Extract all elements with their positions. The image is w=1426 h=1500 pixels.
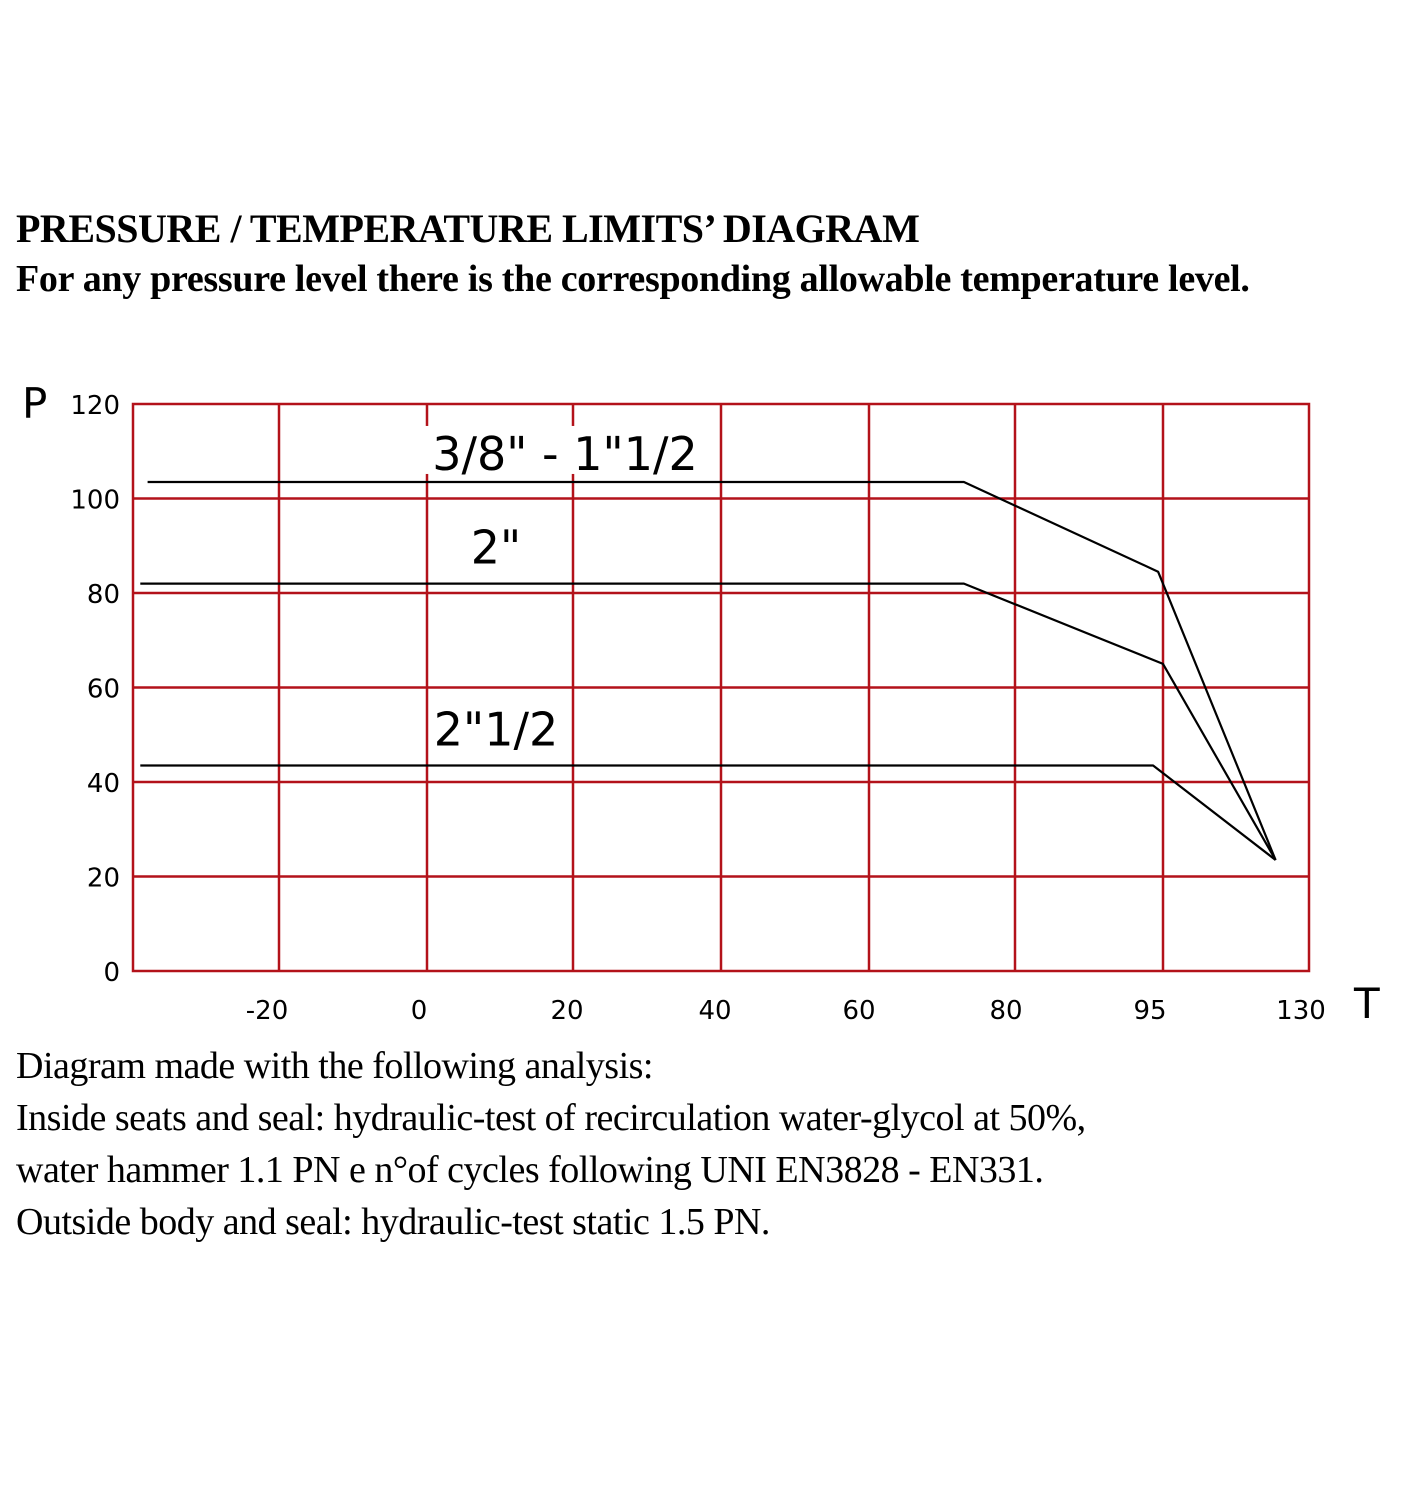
x-tick-label: 95 (1133, 996, 1166, 1026)
x-tick-label: 130 (1276, 996, 1326, 1026)
series-label-background (411, 425, 719, 474)
series-label: 2"1/2 (434, 702, 558, 756)
series-label: 3/8" - 1"1/2 (432, 427, 698, 481)
series-label-background (429, 701, 563, 750)
note-line: Inside seats and seal: hydraulic-test of… (16, 1097, 1086, 1139)
chart-lines (140, 480, 1277, 861)
analysis-notes: Diagram made with the following analysis… (16, 1040, 1406, 1248)
x-tick-label: 40 (698, 996, 731, 1026)
heading-block: PRESSURE / TEMPERATURE LIMITS’ DIAGRAM F… (16, 205, 1406, 305)
series-line (140, 764, 1277, 861)
x-tick-label: -20 (246, 996, 288, 1026)
y-tick-label: 60 (87, 675, 120, 705)
y-tick-label: 120 (70, 391, 120, 421)
x-tick-label: 80 (989, 996, 1022, 1026)
y-tick-label: 80 (87, 580, 120, 610)
series-line (147, 480, 1277, 861)
y-tick-label: 40 (87, 769, 120, 799)
series-line (140, 582, 1277, 861)
diagram-title: PRESSURE / TEMPERATURE LIMITS’ DIAGRAM (16, 206, 920, 251)
note-line: Outside body and seal: hydraulic-test st… (16, 1201, 770, 1243)
y-tick-label: 100 (70, 486, 120, 516)
x-tick-label: 20 (550, 996, 583, 1026)
x-tick-label: 60 (842, 996, 875, 1026)
pressure-temperature-chart: 0 20 40 60 80 100 120 -20 0 20 40 60 80 95 130 3/8" - … (22, 379, 1380, 1028)
y-tick-label: 20 (87, 864, 120, 894)
x-axis-label: T (1353, 979, 1380, 1028)
chart-series-labels: 3/8" - 1"1/2 2" 2"1/2 (411, 425, 719, 756)
diagram-subtitle: For any pressure level there is the corr… (16, 258, 1250, 300)
y-tick-label: 0 (103, 958, 120, 988)
series-label: 2" (471, 521, 521, 575)
x-tick-label: 0 (411, 996, 428, 1026)
y-axis-label: P (22, 379, 47, 428)
chart-grid (131, 402, 1311, 973)
note-line: Diagram made with the following analysis… (16, 1045, 653, 1087)
note-line: water hammer 1.1 PN e n°of cycles follow… (16, 1149, 1044, 1191)
series-label-background (467, 519, 525, 568)
chart-ticks: 0 20 40 60 80 100 120 -20 0 20 40 60 80 95 130 (70, 391, 1325, 1026)
